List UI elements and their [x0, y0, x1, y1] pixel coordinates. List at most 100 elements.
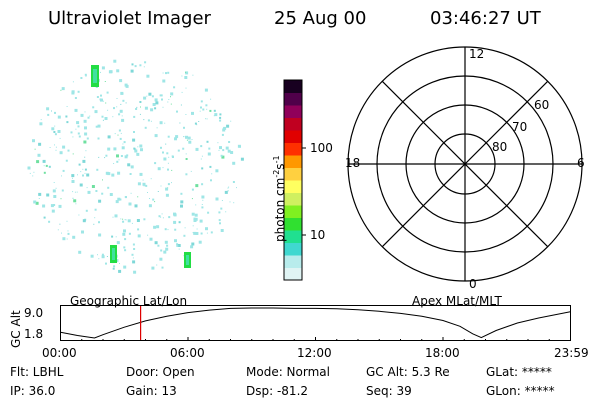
polar-diagonal-2: [381, 80, 549, 248]
speckle: [116, 106, 118, 108]
speckle: [62, 145, 66, 149]
speckle: [170, 96, 171, 98]
speckle: [185, 71, 187, 73]
altitude-series-line: [60, 307, 571, 339]
speckle: [79, 183, 83, 187]
speckle: [50, 204, 54, 208]
speckle: [162, 106, 164, 108]
hotspot-lower-center-core: [112, 248, 115, 260]
speckle: [131, 63, 134, 66]
speckle: [160, 185, 162, 187]
speckle: [92, 106, 95, 109]
speckle: [117, 197, 121, 201]
speckle: [101, 115, 104, 118]
lat-label-60: 60: [534, 98, 550, 112]
speckle: [153, 225, 157, 229]
speckle: [220, 207, 223, 210]
speckle: [42, 159, 46, 163]
colorbar-block: [284, 105, 302, 118]
speckle: [130, 192, 132, 194]
colorbar-block: [284, 242, 302, 256]
speckle: [116, 241, 120, 245]
speckle: [178, 221, 181, 224]
speckle: [130, 69, 134, 73]
speckle: [198, 240, 202, 244]
speckle: [118, 129, 121, 132]
speckle: [45, 164, 48, 167]
status-seq: Seq: 39: [366, 384, 412, 398]
speckle: [162, 167, 164, 169]
speckle: [134, 149, 138, 153]
speckle: [62, 237, 66, 241]
speckle: [236, 187, 237, 189]
speckle: [184, 227, 186, 229]
speckle: [227, 149, 231, 153]
speckle: [85, 209, 88, 212]
speckle: [180, 204, 183, 208]
xtick-00: 00:00: [42, 346, 77, 360]
colorbar-block: [284, 117, 302, 131]
speckle: [98, 221, 100, 224]
speckle: [184, 76, 188, 79]
speckle: [183, 234, 186, 237]
speckle: [143, 66, 145, 68]
polar-grid: [347, 46, 583, 282]
speckle: [173, 213, 177, 217]
speckle: [199, 110, 201, 112]
speckle: [162, 151, 164, 154]
speckle: [105, 154, 108, 157]
speckle: [133, 248, 135, 250]
speckle: [98, 199, 102, 203]
speckle: [226, 124, 230, 128]
speckle: [209, 165, 212, 168]
hotspot-lower-right-core: [186, 255, 189, 265]
speckle: [62, 87, 64, 89]
speckle: [107, 172, 111, 176]
speckle: [166, 244, 169, 247]
speckle: [101, 253, 104, 256]
speckle: [174, 239, 177, 243]
colorbar-exp2: -1: [272, 155, 281, 164]
speckle: [122, 99, 125, 102]
speckle: [107, 109, 109, 111]
speckle: [193, 231, 197, 235]
speckle: [116, 154, 119, 158]
speckle: [220, 154, 223, 157]
speckle: [161, 98, 163, 101]
speckle: [144, 126, 147, 129]
speckle: [95, 190, 98, 192]
speckle: [222, 149, 225, 152]
status-gcalt: GC Alt: 5.3 Re: [366, 365, 450, 379]
speckle: [127, 163, 131, 167]
speckle: [173, 220, 177, 224]
speckle: [201, 206, 204, 209]
speckle: [120, 103, 122, 105]
speckle: [147, 192, 148, 193]
speckle: [84, 172, 86, 174]
colorbar-block: [284, 180, 302, 193]
speckle: [154, 241, 158, 245]
speckle: [70, 131, 73, 134]
speckle: [219, 222, 221, 225]
speckle: [106, 91, 109, 94]
speckle: [46, 107, 50, 111]
speckle: [215, 197, 219, 201]
speckle: [133, 131, 135, 133]
speckle: [128, 202, 132, 206]
speckle: [137, 146, 139, 148]
speckle: [100, 71, 101, 73]
speckle: [84, 73, 87, 76]
speckle: [116, 160, 119, 163]
speckle: [225, 211, 227, 213]
speckle: [53, 204, 56, 206]
speckle: [67, 232, 70, 235]
speckle: [161, 266, 164, 269]
speckle: [209, 109, 212, 112]
speckle: [146, 74, 150, 78]
speckle: [190, 170, 192, 172]
colorbar-unit-photon: photon cm: [273, 177, 287, 242]
speckle: [237, 144, 241, 148]
speckle: [101, 192, 104, 195]
speckle: [195, 184, 199, 188]
speckle: [156, 127, 158, 129]
